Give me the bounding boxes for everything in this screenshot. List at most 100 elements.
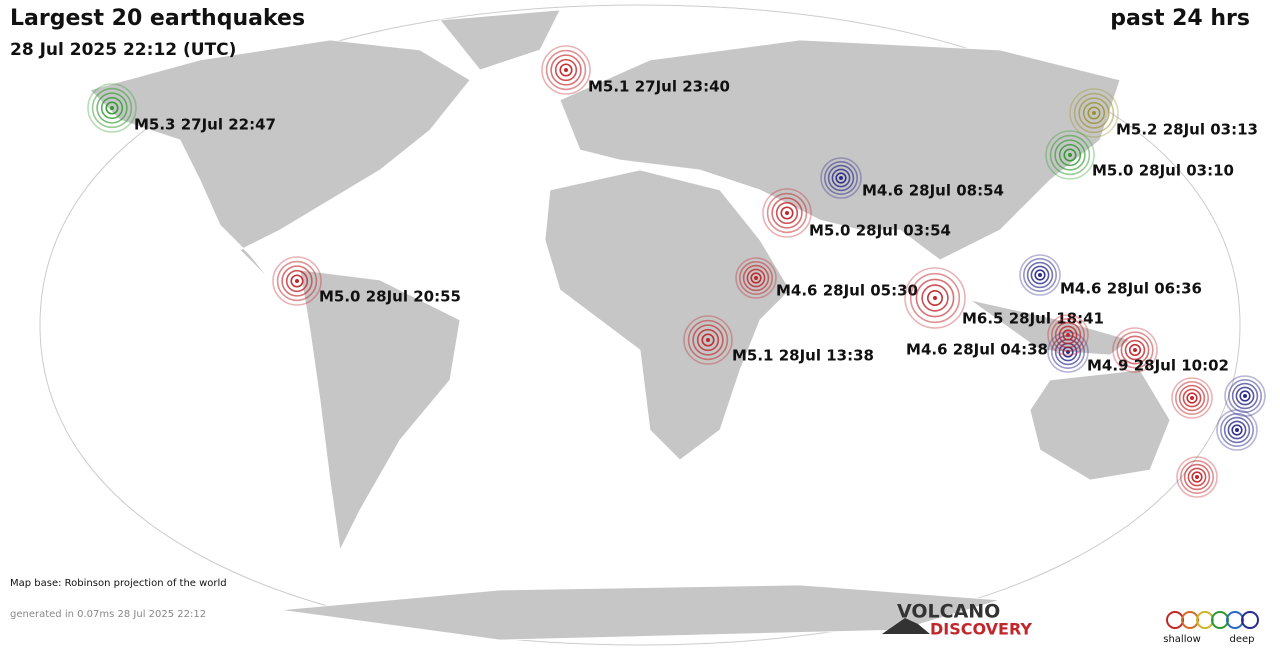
quake-marker: [780, 206, 794, 220]
quake-label: M4.6 28Jul 08:54: [862, 182, 1004, 200]
quake-marker: [1082, 101, 1106, 125]
quake-label: M5.0 28Jul 20:55: [319, 288, 461, 306]
quake-marker: [1063, 148, 1077, 162]
quake-marker: [1116, 331, 1154, 369]
quake-marker: [105, 101, 119, 115]
quake-marker: [550, 54, 582, 86]
quake-marker: [1223, 416, 1251, 444]
quake-marker: [1058, 325, 1078, 345]
quake-label: M5.0 28Jul 03:54: [809, 222, 951, 240]
quake-marker: [754, 276, 758, 280]
legend-deep: deep: [1230, 634, 1255, 645]
quake-label: M5.0 28Jul 03:10: [1092, 162, 1234, 180]
quake-marker: [1182, 388, 1202, 408]
quake-marker: [1176, 456, 1218, 498]
quake-marker: [1175, 380, 1210, 415]
quake-marker: [1054, 139, 1086, 171]
generated: generated in 0.07ms 28 Jul 2025 22:12: [10, 609, 206, 620]
logo-icon: [882, 618, 930, 634]
quake-marker: [1049, 134, 1091, 176]
quake-marker: [1073, 92, 1115, 134]
quake-marker: [1235, 386, 1255, 406]
quake-marker: [692, 324, 724, 356]
quake-marker: [909, 272, 961, 324]
quake-marker: [750, 272, 762, 284]
quake-marker: [1058, 143, 1082, 167]
quake-label: M6.5 28Jul 18:41: [962, 310, 1104, 328]
quake-marker: [1124, 339, 1146, 361]
quake-marker: [1178, 384, 1206, 412]
quake-marker: [766, 192, 808, 234]
quake-marker: [1128, 343, 1142, 357]
quake-marker: [1187, 467, 1207, 487]
quake-marker: [771, 197, 803, 229]
period: past 24 hrs: [1110, 6, 1250, 31]
quake-marker: [762, 188, 812, 238]
quake-marker: [785, 211, 789, 215]
title: Largest 20 earthquakes: [10, 6, 305, 31]
quake-marker: [1180, 459, 1215, 494]
quake-marker: [276, 260, 318, 302]
quake-marker: [687, 319, 729, 361]
quake-marker: [541, 45, 591, 95]
quake-marker: [827, 164, 855, 192]
quake-marker: [1054, 321, 1082, 349]
quake-marker: [921, 284, 949, 312]
quake-marker: [738, 260, 773, 295]
quake-marker: [1078, 97, 1110, 129]
quake-label: M5.3 27Jul 22:47: [134, 116, 276, 134]
quake-marker: [1047, 331, 1089, 373]
quake-marker: [545, 49, 587, 91]
logo-line1: VOLCANO: [897, 601, 1000, 623]
quake-label: M4.6 28Jul 04:38: [906, 341, 1048, 359]
quake-marker: [1243, 394, 1247, 398]
quake-marker: [1231, 382, 1259, 410]
quake-label: M5.2 28Jul 03:13: [1116, 121, 1258, 139]
quake-marker: [1047, 314, 1089, 356]
quake-marker: [1068, 153, 1072, 157]
quake-marker: [1186, 392, 1198, 404]
map-base: Map base: Robinson projection of the wor…: [10, 578, 227, 589]
quake-marker: [1171, 377, 1213, 419]
quake-marker: [1034, 269, 1046, 281]
quake-marker: [775, 201, 799, 225]
quake-marker: [295, 279, 299, 283]
quake-marker: [735, 257, 777, 299]
quake-marker: [820, 157, 862, 199]
quake-marker: [1087, 106, 1101, 120]
quake-marker: [706, 338, 710, 342]
quake-marker: [1239, 390, 1251, 402]
quake-marker: [1026, 261, 1054, 289]
quake-marker: [1183, 463, 1211, 491]
quake-marker: [696, 328, 720, 352]
quake-marker: [285, 269, 309, 293]
quake-label: M4.6 28Jul 06:36: [1060, 280, 1202, 298]
quake-marker: [564, 68, 568, 72]
quake-marker: [915, 278, 955, 318]
quake-marker: [831, 168, 851, 188]
quake-marker: [559, 63, 573, 77]
quake-marker: [1069, 88, 1119, 138]
quake-marker: [1227, 420, 1247, 440]
quake-label: M5.1 28Jul 13:38: [732, 347, 874, 365]
quake-marker: [1195, 475, 1199, 479]
quake-marker: [1191, 471, 1203, 483]
quake-marker: [1190, 396, 1194, 400]
quake-label: M4.9 28Jul 10:02: [1087, 357, 1229, 375]
quake-marker: [823, 161, 858, 196]
quake-marker: [839, 176, 843, 180]
quake-marker: [701, 333, 715, 347]
quake-marker: [554, 58, 578, 82]
quake-marker: [1062, 329, 1074, 341]
quake-marker: [1120, 335, 1150, 365]
legend-shallow: shallow: [1163, 634, 1201, 645]
quake-marker: [1231, 424, 1243, 436]
quake-marker: [110, 106, 114, 110]
quake-marker: [1019, 254, 1061, 296]
quake-marker: [87, 83, 137, 133]
quake-marker: [1051, 317, 1086, 352]
quake-marker: [742, 264, 770, 292]
quake-marker: [904, 267, 966, 329]
quake-marker: [1045, 130, 1095, 180]
